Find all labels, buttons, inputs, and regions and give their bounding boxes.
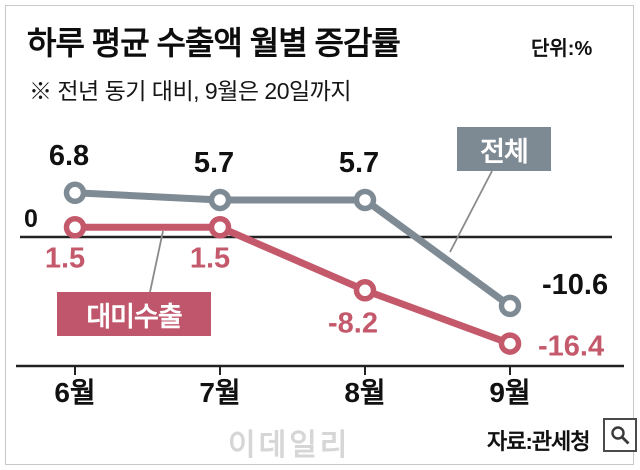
us-callout-line <box>149 230 164 293</box>
source-label: 자료:관세청 <box>487 429 591 454</box>
value-label: 1.5 <box>190 242 230 274</box>
value-label: -8.2 <box>328 307 378 339</box>
value-label: -10.6 <box>542 269 608 301</box>
page-title: 하루 평균 수출액 월별 증감률 <box>27 25 401 61</box>
value-label: 5.7 <box>339 147 379 179</box>
legend-total-badge: 전체 <box>457 127 551 171</box>
unit-label: 단위:% <box>531 38 593 60</box>
value-label: -16.4 <box>538 331 604 363</box>
y-axis-zero-label: 0 <box>24 205 38 233</box>
us-series-line <box>71 223 514 348</box>
data-point <box>63 181 87 205</box>
zoom-button[interactable] <box>603 418 637 452</box>
subtitle: ※ 전년 동기 대비, 9월은 20일까지 <box>29 78 351 104</box>
x-axis-label: 8월 <box>344 377 385 408</box>
value-label: 1.5 <box>45 242 85 274</box>
legend-us-badge: 대미수출 <box>57 292 211 336</box>
data-point <box>498 332 522 355</box>
watermark: 이데일리 <box>228 429 351 462</box>
x-axis-label: 6월 <box>54 377 95 408</box>
magnifier-icon <box>611 426 630 445</box>
data-point <box>208 216 232 239</box>
data-point <box>353 188 377 212</box>
data-point <box>498 294 522 318</box>
data-point <box>353 279 377 302</box>
x-axis-label: 9월 <box>489 377 530 408</box>
data-point <box>208 188 232 212</box>
total-callout-line <box>449 170 493 253</box>
value-label: 6.8 <box>49 140 89 172</box>
x-axis-label: 7월 <box>199 377 240 408</box>
value-label: 5.7 <box>194 147 234 179</box>
data-point <box>63 216 87 239</box>
total-series-line <box>71 189 514 310</box>
